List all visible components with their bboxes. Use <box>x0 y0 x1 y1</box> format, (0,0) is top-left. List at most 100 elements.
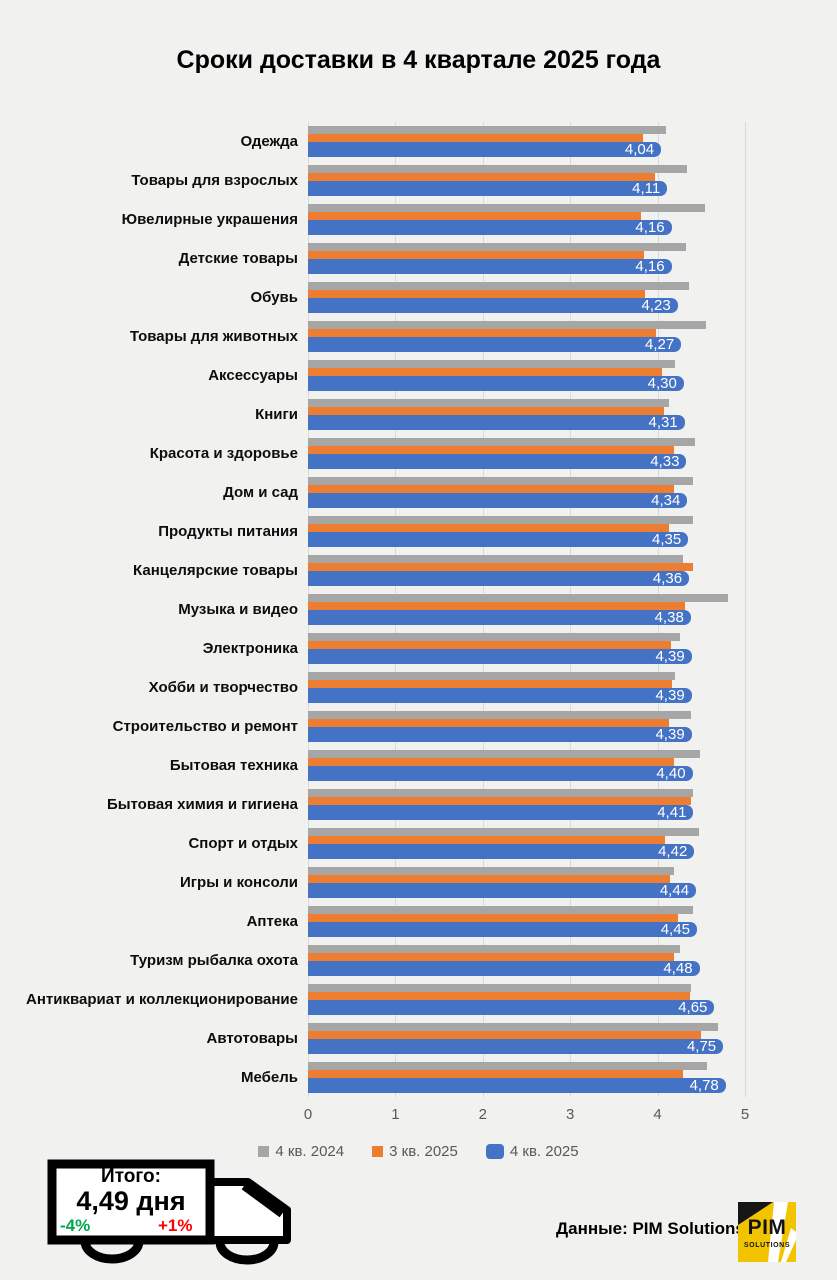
chart-row: Игры и консоли 4,44 <box>0 863 800 902</box>
category-label: Бытовая химия и гигиена <box>106 795 298 813</box>
bar-q4-2025: 4,38 <box>308 609 691 626</box>
chart-row: Одежда 4,04 <box>0 122 800 161</box>
bar-q3-2025 <box>308 758 675 766</box>
bar-q4-2025: 4,48 <box>308 960 700 977</box>
truck-window-icon <box>241 1182 285 1218</box>
bar-group: 4,23 <box>308 278 798 317</box>
legend-item-q4-2025: 4 кв. 2025 <box>485 1143 579 1160</box>
chart-title: Сроки доставки в 4 квартале 2025 года <box>176 46 661 74</box>
bar-q3-2025 <box>308 641 671 649</box>
delivery-times-bar-chart: Одежда 4,04 Товары для взрослых 4,11 Ювелирн… <box>0 122 800 1123</box>
x-tick-label: 5 <box>740 1106 750 1123</box>
bar-q4-2025: 4,39 <box>308 648 692 665</box>
bar-group: 4,04 <box>308 122 798 161</box>
legend-item-q3-2025: 3 кв. 2025 <box>372 1143 458 1160</box>
category-label: Аптека <box>246 912 298 930</box>
chart-row: Спорт и отдых 4,42 <box>0 824 800 863</box>
bar-value-label: 4,42 <box>658 843 688 860</box>
bar-q3-2025 <box>308 953 675 961</box>
bar-q4-2024 <box>308 438 696 446</box>
chart-row: Хобби и творчество 4,39 <box>0 668 800 707</box>
category-label: Продукты питания <box>158 522 298 540</box>
bar-q4-2024 <box>308 906 694 914</box>
logo-subtitle: SOLUTIONS <box>743 1242 791 1249</box>
category-label: Музыка и видео <box>178 600 298 618</box>
truck-icon <box>47 1159 291 1265</box>
x-tick-label: 1 <box>391 1106 400 1123</box>
category-label: Товары для взрослых <box>131 171 298 189</box>
x-axis: 0 1 2 3 4 5 <box>304 1106 749 1128</box>
bar-q4-2024 <box>308 789 693 797</box>
logo-art-icon <box>738 1202 796 1262</box>
chart-row: Детские товары 4,16 <box>0 239 800 278</box>
x-tick-label: 0 <box>303 1106 313 1123</box>
bar-value-label: 4,27 <box>644 336 675 353</box>
bar-group: 4,36 <box>308 551 798 590</box>
bar-q4-2024 <box>308 243 686 251</box>
bar-q4-2025: 4,23 <box>308 297 678 314</box>
bar-group: 4,34 <box>308 473 798 512</box>
bar-q4-2025: 4,35 <box>308 531 689 548</box>
chart-row: Аксессуары 4,30 <box>0 356 800 395</box>
bar-value-label: 4,23 <box>641 297 671 314</box>
bar-q4-2024 <box>308 516 694 524</box>
chart-row: Антиквариат и коллекционирование 4,65 <box>0 980 800 1019</box>
bar-group: 4,48 <box>308 941 798 980</box>
bar-q3-2025 <box>308 680 673 688</box>
bar-q4-2025: 4,31 <box>308 414 685 431</box>
chart-row: Товары для взрослых 4,11 <box>0 161 800 200</box>
bar-q3-2025 <box>308 602 685 610</box>
bar-group: 4,11 <box>308 161 798 200</box>
bar-q4-2024 <box>308 828 699 836</box>
bar-value-label: 4,11 <box>632 180 661 197</box>
category-label: Ювелирные украшения <box>121 210 298 228</box>
bar-q4-2025: 4,11 <box>308 180 668 197</box>
bar-q3-2025 <box>308 1070 683 1078</box>
bar-q4-2024 <box>308 165 688 173</box>
category-label: Спорт и отдых <box>188 834 298 852</box>
bar-q4-2024 <box>308 360 676 368</box>
bar-group: 4,39 <box>308 629 798 668</box>
bar-q4-2025: 4,30 <box>308 375 684 392</box>
bar-value-label: 4,40 <box>656 765 686 782</box>
bar-q4-2025: 4,36 <box>308 570 690 587</box>
bar-q4-2024 <box>308 1062 708 1070</box>
bar-group: 4,33 <box>308 434 798 473</box>
chart-row: Электроника 4,39 <box>0 629 800 668</box>
category-label: Детские товары <box>178 249 298 267</box>
bar-value-label: 4,65 <box>678 999 708 1016</box>
bar-value-label: 4,33 <box>650 453 680 470</box>
chart-row: Бытовая химия и гигиена 4,41 <box>0 785 800 824</box>
chart-row: Строительство и ремонт 4,39 <box>0 707 800 746</box>
bar-q4-2024 <box>308 750 700 758</box>
bar-value-label: 4,75 <box>686 1038 717 1055</box>
bar-q4-2025: 4,16 <box>308 219 672 236</box>
bar-group: 4,16 <box>308 200 798 239</box>
bar-q4-2025: 4,27 <box>308 336 682 353</box>
chart-row: Канцелярские товары 4,36 <box>0 551 800 590</box>
legend-label: 4 кв. 2024 <box>275 1143 345 1160</box>
bar-q4-2025: 4,75 <box>308 1038 724 1055</box>
gridline <box>745 122 746 1097</box>
chart-row: Ювелирные украшения 4,16 <box>0 200 800 239</box>
bar-q3-2025 <box>308 485 675 493</box>
bar-q4-2025: 4,34 <box>308 492 688 509</box>
chart-row: Книги 4,31 <box>0 395 800 434</box>
chart-row: Автотовары 4,75 <box>0 1019 800 1058</box>
bar-group: 4,78 <box>308 1058 798 1097</box>
bar-q4-2024 <box>308 555 683 563</box>
bar-group: 4,31 <box>308 395 798 434</box>
bar-q4-2025: 4,33 <box>308 453 687 470</box>
bar-group: 4,38 <box>308 590 798 629</box>
chart-row: Аптека 4,45 <box>0 902 800 941</box>
bar-value-label: 4,16 <box>635 219 665 236</box>
bar-q4-2025: 4,44 <box>308 882 697 899</box>
category-label: Антиквариат и коллекционирование <box>26 990 298 1008</box>
bar-value-label: 4,35 <box>651 531 682 548</box>
bar-group: 4,65 <box>308 980 798 1019</box>
bar-q4-2024 <box>308 672 676 680</box>
x-tick-label: 4 <box>653 1106 662 1123</box>
category-label: Красота и здоровье <box>149 444 298 462</box>
bar-q3-2025 <box>308 407 664 415</box>
bar-q4-2025: 4,78 <box>308 1077 726 1094</box>
